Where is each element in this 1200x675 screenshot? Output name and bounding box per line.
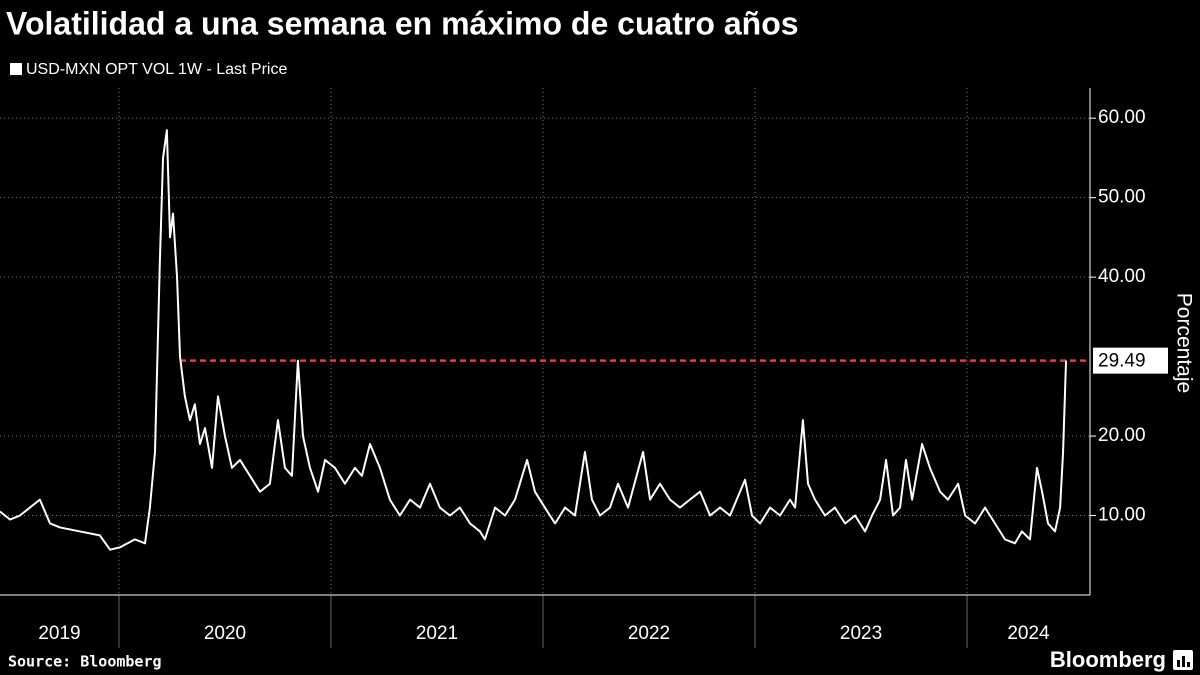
brand-icon-bar: [1182, 656, 1185, 667]
x-tick-label: 2024: [1007, 623, 1050, 644]
y-tick-label: 50.00: [1098, 187, 1146, 208]
y-axis-label: Porcentaje: [1172, 293, 1195, 393]
x-tick-label: 2019: [38, 623, 80, 644]
source: Source: Bloomberg: [8, 653, 162, 671]
legend-label: USD-MXN OPT VOL 1W - Last Price: [26, 61, 287, 78]
brand: Bloomberg: [1050, 647, 1166, 672]
x-tick-label: 2022: [628, 623, 670, 644]
legend-swatch: [10, 63, 22, 75]
data-line: [0, 129, 1068, 551]
brand-icon-bar: [1187, 662, 1190, 667]
y-tick-label: 60.00: [1098, 107, 1146, 128]
y-tick-label: 10.00: [1098, 505, 1146, 526]
reference-label-box: [1093, 347, 1168, 374]
brand-icon-bar: [1177, 660, 1180, 667]
x-tick-label: 2021: [416, 623, 458, 644]
x-tick-label: 2020: [204, 623, 246, 644]
y-tick-label: 40.00: [1098, 266, 1146, 287]
y-tick-label: 20.00: [1098, 425, 1146, 446]
chart-title: Volatilidad a una semana en máximo de cu…: [6, 5, 799, 41]
x-tick-label: 2023: [840, 623, 882, 644]
reference-label: 29.49: [1098, 351, 1146, 372]
